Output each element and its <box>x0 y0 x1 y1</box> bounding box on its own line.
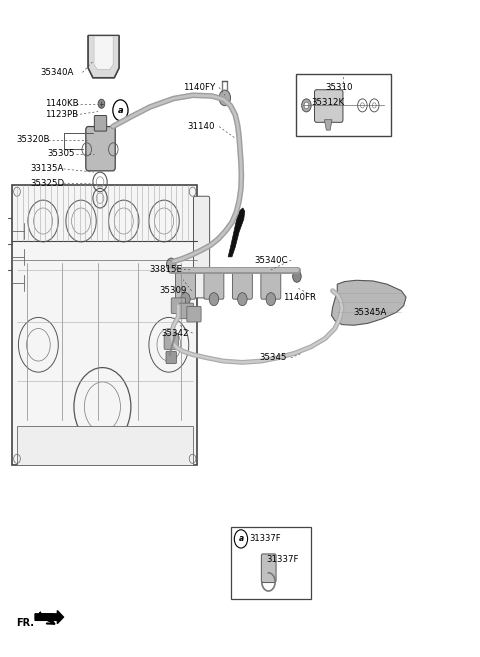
Bar <box>230 527 311 599</box>
Circle shape <box>167 258 176 271</box>
FancyBboxPatch shape <box>261 268 281 299</box>
Text: FR.: FR. <box>16 618 34 628</box>
Circle shape <box>98 99 105 108</box>
Circle shape <box>370 99 379 112</box>
Polygon shape <box>324 120 332 130</box>
Circle shape <box>238 292 247 306</box>
Circle shape <box>180 292 190 306</box>
Text: 35305: 35305 <box>48 149 75 158</box>
FancyBboxPatch shape <box>193 196 210 298</box>
Polygon shape <box>88 35 119 78</box>
Text: 35325D: 35325D <box>30 179 64 188</box>
Text: 35342: 35342 <box>162 328 189 338</box>
FancyBboxPatch shape <box>166 351 177 364</box>
Text: 35320B: 35320B <box>16 135 49 144</box>
Bar <box>296 74 391 136</box>
Bar <box>17 426 192 465</box>
FancyBboxPatch shape <box>86 127 115 171</box>
FancyBboxPatch shape <box>164 334 179 350</box>
Polygon shape <box>332 281 406 325</box>
Text: 35310: 35310 <box>325 83 353 92</box>
FancyBboxPatch shape <box>314 90 343 122</box>
Text: 35345A: 35345A <box>354 307 387 317</box>
Text: 1140FY: 1140FY <box>183 83 216 92</box>
Text: 33135A: 33135A <box>30 164 64 173</box>
Circle shape <box>219 90 230 106</box>
Text: 33815E: 33815E <box>150 265 183 275</box>
Polygon shape <box>95 37 113 69</box>
Polygon shape <box>35 610 63 623</box>
Circle shape <box>266 292 276 306</box>
FancyBboxPatch shape <box>187 306 201 322</box>
Circle shape <box>209 292 219 306</box>
FancyBboxPatch shape <box>171 298 185 313</box>
FancyBboxPatch shape <box>179 303 193 319</box>
Text: 31140: 31140 <box>188 122 216 131</box>
Circle shape <box>304 102 309 108</box>
FancyBboxPatch shape <box>95 116 107 131</box>
Text: 35340C: 35340C <box>254 256 288 265</box>
FancyBboxPatch shape <box>204 268 224 299</box>
Text: 35309: 35309 <box>159 286 187 295</box>
Polygon shape <box>228 208 245 257</box>
Text: 35345: 35345 <box>259 353 287 362</box>
Text: a: a <box>118 106 123 115</box>
Circle shape <box>301 99 311 112</box>
Circle shape <box>358 99 367 112</box>
Circle shape <box>372 102 376 108</box>
Text: 1140FR: 1140FR <box>283 293 316 302</box>
Text: 1140KB: 1140KB <box>45 99 78 108</box>
FancyBboxPatch shape <box>12 185 197 465</box>
Text: a: a <box>239 534 243 543</box>
Text: 35312K: 35312K <box>311 98 344 107</box>
FancyBboxPatch shape <box>176 268 195 299</box>
Circle shape <box>234 530 248 548</box>
Circle shape <box>293 271 301 283</box>
Text: 35340A: 35340A <box>41 68 74 77</box>
FancyBboxPatch shape <box>261 554 276 583</box>
Circle shape <box>113 100 128 121</box>
Text: 1123PB: 1123PB <box>45 110 78 120</box>
Text: 31337F: 31337F <box>266 555 299 564</box>
Circle shape <box>360 102 364 108</box>
Text: 31337F: 31337F <box>250 534 281 543</box>
Polygon shape <box>38 612 53 619</box>
FancyBboxPatch shape <box>232 268 252 299</box>
